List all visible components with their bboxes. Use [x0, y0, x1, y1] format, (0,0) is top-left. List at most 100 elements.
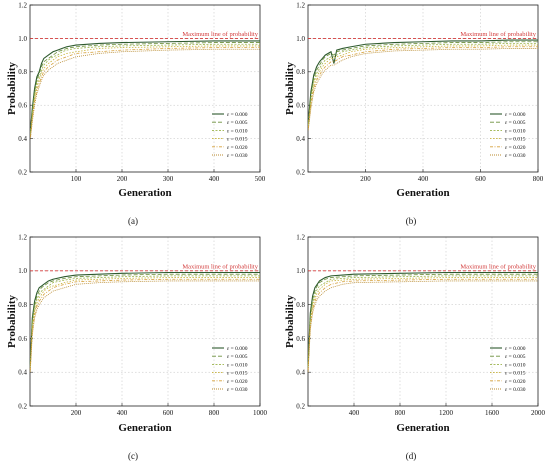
series-line-eps-1: [30, 42, 260, 132]
y-tick-label: 0.8: [18, 301, 27, 309]
panel-label: (d): [406, 451, 417, 461]
y-tick-label: 1.0: [296, 35, 305, 43]
legend-entry: ε = 0.005: [227, 354, 248, 360]
legend-entry: ε = 0.000: [227, 112, 248, 118]
series-line-eps-1: [29, 273, 260, 366]
y-tick-label: 0.8: [296, 68, 305, 76]
x-tick-label: 200: [71, 409, 82, 417]
panel-label: (c): [128, 451, 138, 461]
x-axis-label: Generation: [118, 187, 171, 199]
series-line-eps-2: [29, 275, 260, 368]
x-tick-label: 800: [395, 409, 406, 417]
x-tick-label: 1600: [485, 409, 500, 417]
y-tick-label: 1.2: [296, 1, 305, 9]
x-tick-label: 1200: [439, 409, 454, 417]
y-tick-label: 0.6: [296, 102, 305, 110]
series-line-eps-1: [307, 273, 538, 366]
x-tick-label: 200: [360, 175, 371, 183]
legend-entry: ε = 0.000: [505, 346, 526, 352]
series-line-eps-1: [307, 41, 538, 124]
y-tick-label: 1.0: [18, 35, 27, 43]
y-tick-label: 0.4: [18, 369, 27, 377]
legend-entry: ε = 0.005: [227, 120, 248, 126]
plot-frame: [307, 236, 539, 407]
y-axis-label: Probability: [6, 62, 18, 115]
x-tick-label: 800: [209, 409, 220, 417]
x-tick-label: 100: [71, 175, 82, 183]
plot-frame: [29, 236, 261, 407]
y-axis-label: Probability: [284, 295, 296, 348]
x-axis-label: Generation: [396, 422, 449, 434]
x-tick-label: 1000: [253, 409, 268, 417]
series-line-eps-2: [307, 275, 538, 368]
y-tick-label: 1.2: [18, 233, 27, 241]
x-axis-label: Generation: [396, 187, 449, 199]
x-tick-label: 600: [163, 409, 174, 417]
x-tick-label: 400: [349, 409, 360, 417]
legend-entry: ε = 0.030: [505, 153, 526, 159]
series-line-eps-0: [307, 39, 538, 122]
series-line-eps-3: [29, 277, 260, 369]
y-tick-label: 0.8: [296, 301, 305, 309]
x-tick-label: 500: [255, 175, 266, 183]
legend-entry: ε = 0.030: [227, 387, 248, 393]
x-tick-label: 800: [533, 175, 544, 183]
legend-entry: ε = 0.015: [505, 371, 526, 377]
series-line-eps-4: [307, 278, 538, 371]
legend-entry: ε = 0.005: [505, 120, 526, 126]
max-probability-label: Maximum line of probability: [460, 31, 536, 38]
legend-entry: ε = 0.020: [505, 379, 526, 385]
y-tick-label: 0.4: [18, 135, 27, 143]
y-tick-label: 0.6: [296, 335, 305, 343]
y-axis-label: Probability: [6, 295, 18, 348]
y-axis-label: Probability: [284, 62, 296, 115]
chart-panel-d: 0.2 0.4 0.6 0.8 1.0 1.2 400 800 1200 1600 2000 Gene…: [284, 233, 546, 461]
y-tick-label: 1.0: [296, 267, 305, 275]
series-line-eps-2: [30, 43, 260, 134]
chart-panel-c: 0.2 0.4 0.6 0.8 1.0 1.2 200 400 600 800 1000 Genera…: [6, 233, 268, 461]
y-tick-label: 0.6: [18, 102, 27, 110]
series-line-eps-4: [30, 47, 260, 137]
x-tick-label: 600: [475, 175, 486, 183]
y-tick-label: 1.2: [18, 1, 27, 9]
legend-entry: ε = 0.030: [505, 387, 526, 393]
legend-entry: ε = 0.020: [505, 145, 526, 151]
max-probability-label: Maximum line of probability: [182, 263, 258, 270]
legend-entry: ε = 0.000: [227, 346, 248, 352]
series-line-eps-3: [30, 45, 260, 136]
y-tick-label: 0.2: [296, 402, 305, 410]
y-tick-label: 0.2: [18, 168, 27, 176]
y-tick-label: 1.2: [296, 233, 305, 241]
x-tick-label: 200: [117, 175, 128, 183]
series-line-eps-4: [29, 278, 260, 371]
series-line-eps-4: [307, 46, 538, 129]
max-probability-label: Maximum line of probability: [460, 263, 536, 270]
chart-panel-b: 0.2 0.4 0.6 0.8 1.0 1.2 200 400 600 800 Generation…: [284, 1, 544, 226]
legend-entry: ε = 0.015: [227, 137, 248, 143]
legend-entry: ε = 0.020: [227, 379, 248, 385]
series-line-eps-5: [307, 48, 538, 131]
legend-entry: ε = 0.010: [505, 128, 526, 134]
y-tick-label: 0.4: [296, 369, 305, 377]
y-tick-label: 0.2: [296, 168, 305, 176]
series-line-eps-5: [29, 280, 260, 373]
series-line-eps-5: [30, 48, 260, 139]
legend-entry: ε = 0.020: [227, 145, 248, 151]
y-tick-label: 0.8: [18, 68, 27, 76]
legend-entry: ε = 0.010: [227, 362, 248, 368]
x-axis-label: Generation: [118, 422, 171, 434]
legend-entry: ε = 0.010: [227, 128, 248, 134]
legend-entry: ε = 0.005: [505, 354, 526, 360]
series-line-eps-2: [307, 43, 538, 126]
max-probability-label: Maximum line of probability: [182, 31, 258, 38]
legend-entry: ε = 0.015: [227, 371, 248, 377]
plot-frame: [29, 4, 261, 173]
series-line-eps-0: [29, 40, 260, 131]
chart-panel-a: 0.2 0.4 0.6 0.8 1.0 1.2 100 200 300 400 500 Generat…: [6, 1, 266, 226]
series-line-eps-3: [307, 277, 538, 369]
y-tick-label: 1.0: [18, 267, 27, 275]
x-tick-label: 400: [117, 409, 128, 417]
x-tick-label: 300: [163, 175, 174, 183]
